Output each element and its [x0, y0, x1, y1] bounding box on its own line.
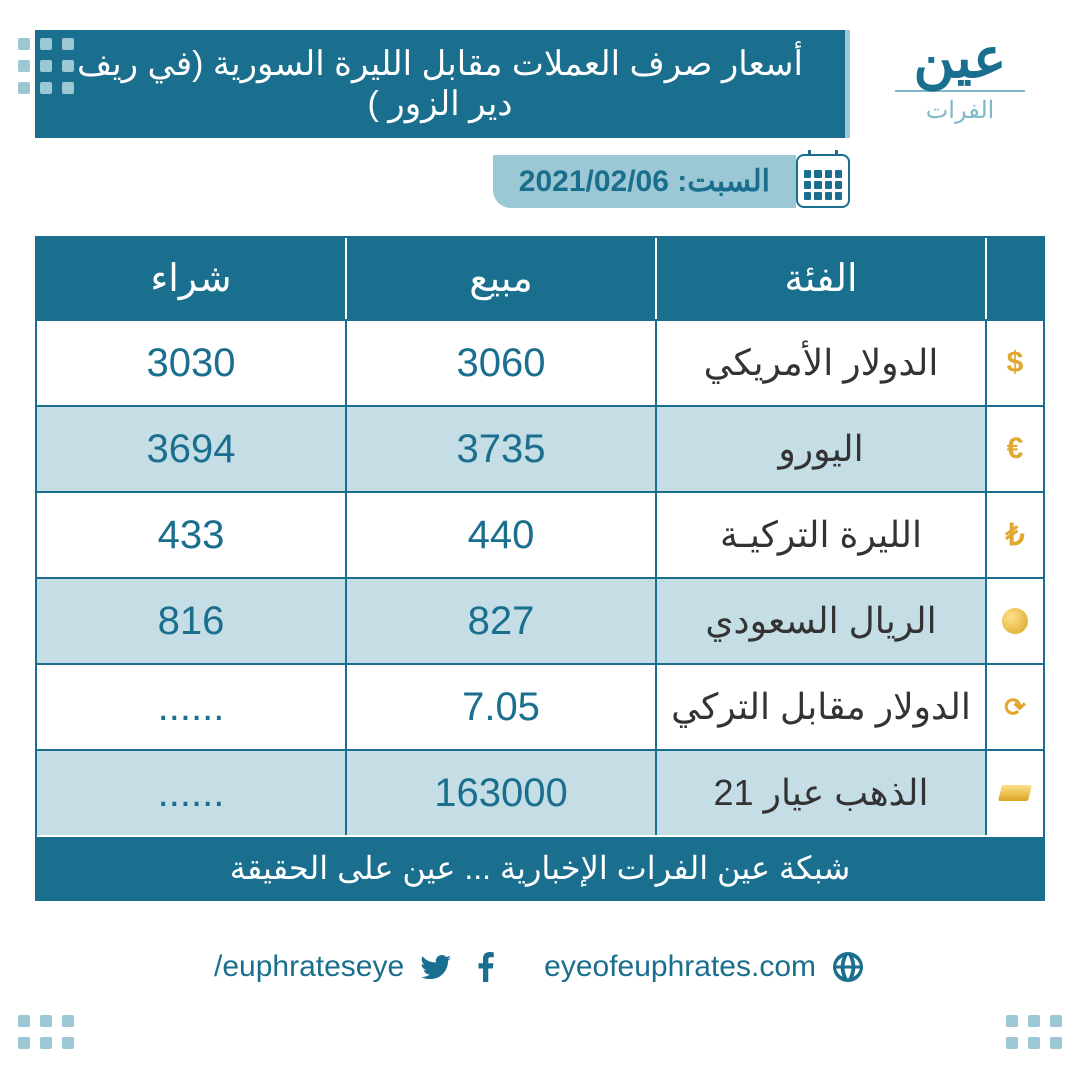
category-cell: الذهب عيار 21 [655, 751, 985, 835]
buy-cell: 816 [37, 579, 345, 663]
table-row: ₺الليرة التركيـة440433 [37, 491, 1043, 577]
date-label: السبت: 2021/02/06 [493, 155, 796, 208]
rates-table: الفئة مبيع شراء $الدولار الأمريكي3060303… [35, 236, 1045, 901]
exchange-icon: ⟳ [985, 665, 1043, 749]
col-category-header: الفئة [655, 238, 985, 319]
table-row: $الدولار الأمريكي30603030 [37, 319, 1043, 405]
social-bar: eyeofeuphrates.com /euphrateseye [0, 949, 1080, 985]
calendar-icon [796, 154, 850, 208]
decor-dots-top-left [18, 38, 74, 94]
table-row: الريال السعودي827816 [37, 577, 1043, 663]
header: عين الفرات أسعار صرف العملات مقابل اللير… [0, 0, 1080, 208]
sell-cell: 3060 [345, 321, 655, 405]
brand-logo: عين الفرات [875, 30, 1045, 125]
brand-subtitle: الفرات [895, 90, 1025, 125]
sell-cell: 827 [345, 579, 655, 663]
col-sell-header: مبيع [345, 238, 655, 319]
euro-icon: € [985, 407, 1043, 491]
sell-cell: 163000 [345, 751, 655, 835]
lira-tr-icon: ₺ [985, 493, 1043, 577]
table-footer-text: شبكة عين الفرات الإخبارية ... عين على ال… [37, 835, 1043, 899]
title-column: أسعار صرف العملات مقابل الليرة السورية (… [35, 30, 850, 208]
category-cell: الدولار مقابل التركي [655, 665, 985, 749]
sell-cell: 7.05 [345, 665, 655, 749]
decor-dots-bottom-right [1006, 1015, 1062, 1049]
sell-cell: 440 [345, 493, 655, 577]
buy-cell: ...... [37, 751, 345, 835]
facebook-icon [468, 949, 504, 985]
date-row: السبت: 2021/02/06 [35, 154, 850, 208]
table-row: €اليورو37353694 [37, 405, 1043, 491]
page-title: أسعار صرف العملات مقابل الليرة السورية (… [35, 30, 850, 138]
category-cell: الريال السعودي [655, 579, 985, 663]
decor-dots-bottom-left [18, 1015, 74, 1049]
dollar-icon: $ [985, 321, 1043, 405]
twitter-icon [418, 949, 454, 985]
buy-cell: 433 [37, 493, 345, 577]
website-url: eyeofeuphrates.com [544, 950, 816, 984]
social-handle-group: /euphrateseye [214, 949, 504, 985]
category-cell: الليرة التركيـة [655, 493, 985, 577]
riyal-icon [985, 579, 1043, 663]
table-row: الذهب عيار 21163000...... [37, 749, 1043, 835]
buy-cell: 3694 [37, 407, 345, 491]
globe-icon [830, 949, 866, 985]
buy-cell: 3030 [37, 321, 345, 405]
brand-name: عين [875, 30, 1045, 86]
buy-cell: ...... [37, 665, 345, 749]
gold-icon [985, 751, 1043, 835]
table-body: $الدولار الأمريكي30603030€اليورو37353694… [37, 319, 1043, 835]
category-cell: الدولار الأمريكي [655, 321, 985, 405]
website-group: eyeofeuphrates.com [544, 949, 866, 985]
table-header: الفئة مبيع شراء [37, 238, 1043, 319]
sell-cell: 3735 [345, 407, 655, 491]
col-icon-header [985, 238, 1043, 319]
social-handle: /euphrateseye [214, 950, 404, 984]
category-cell: اليورو [655, 407, 985, 491]
table-row: ⟳الدولار مقابل التركي7.05...... [37, 663, 1043, 749]
col-buy-header: شراء [37, 238, 345, 319]
